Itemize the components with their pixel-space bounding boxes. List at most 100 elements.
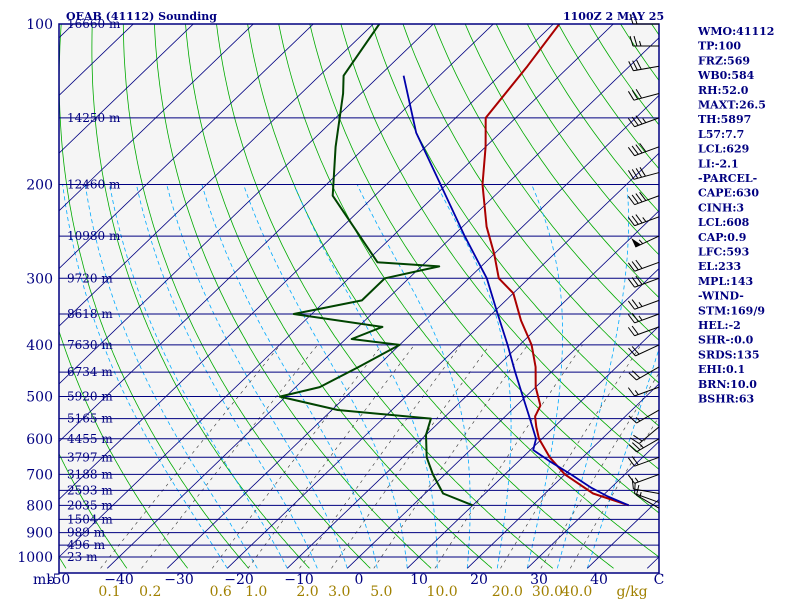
isotherm — [59, 24, 374, 327]
moist-adiabat — [556, 184, 629, 569]
stat-entry: L57:7.7 — [698, 128, 744, 141]
pressure-tick-label: 400 — [26, 338, 53, 354]
wind-barb — [628, 366, 660, 381]
isotherm — [166, 94, 659, 569]
isotherm — [466, 383, 659, 569]
dry-adiabat — [59, 452, 128, 569]
parcel-profile — [402, 75, 630, 507]
wind-barb — [627, 299, 660, 310]
isotherm — [106, 37, 659, 569]
isotherm — [59, 24, 314, 270]
wind-barb — [627, 115, 660, 128]
height-label: 2593 m — [67, 483, 113, 497]
isotherm — [59, 24, 494, 443]
temperature-unit-label: C — [654, 572, 665, 588]
mixing-ratio-tick-label: 0.2 — [139, 584, 161, 600]
pressure-tick-label: 900 — [26, 526, 53, 542]
temperature-tick-label: -50 — [48, 572, 71, 588]
wind-barb — [628, 409, 660, 424]
temperature-tick-label: 20 — [470, 572, 488, 588]
height-label: 989 m — [67, 526, 106, 540]
wind-barb — [628, 344, 660, 357]
moist-adiabat — [293, 184, 438, 569]
mixing-ratio-line — [500, 344, 642, 569]
mixing-ratio-tick-label: 40.0 — [561, 584, 592, 600]
chart-title: OEAB (41112) Sounding — [66, 10, 217, 23]
moist-adiabat — [62, 184, 228, 569]
stat-entry: CAPE:630 — [698, 187, 759, 200]
pressure-tick-label: 700 — [26, 467, 53, 483]
height-label: 5920 m — [67, 390, 113, 404]
dry-adiabat — [59, 329, 189, 569]
isotherm — [59, 24, 434, 385]
stat-entry: HEL:-2 — [698, 319, 741, 332]
wind-barb — [630, 426, 660, 445]
isotherm — [59, 24, 134, 97]
height-label: 14250 m — [67, 111, 121, 125]
mixing-ratio-line — [570, 415, 659, 569]
chart-valid-time: 1100Z 2 MAY 25 — [563, 10, 664, 23]
height-label: 7630 m — [67, 338, 113, 352]
mixing-ratio-tick-label: 10.0 — [427, 584, 458, 600]
wind-barb — [627, 312, 660, 324]
temperature-tick-label: 40 — [590, 572, 608, 588]
mixing-ratio-line — [373, 344, 528, 569]
wind-barb — [627, 386, 660, 397]
height-label: 5165 m — [67, 412, 113, 426]
pressure-tick-label: 600 — [26, 432, 53, 448]
height-label: 3188 m — [67, 467, 113, 481]
wind-barb — [627, 325, 660, 337]
mixing-ratio-tick-label: 5.0 — [370, 584, 392, 600]
isotherm — [59, 24, 554, 500]
moist-adiabat — [84, 184, 258, 569]
stat-entry: EL:233 — [698, 260, 741, 273]
moist-adiabat — [201, 184, 378, 569]
temperature-tick-label: −40 — [104, 572, 134, 588]
wind-barb — [627, 167, 660, 180]
moist-adiabat — [526, 184, 563, 569]
isotherm — [406, 325, 659, 569]
mixing-ratio-tick-label: 0.6 — [210, 584, 232, 600]
height-label: 8618 m — [67, 307, 113, 321]
height-label: 9720 m — [67, 271, 113, 285]
stat-entry: LCL:608 — [698, 216, 750, 229]
wind-barb — [629, 13, 659, 25]
height-label: 496 m — [67, 538, 106, 552]
stat-entry: BRN:10.0 — [698, 378, 757, 391]
plot-background — [59, 24, 659, 573]
wind-barb — [627, 88, 660, 101]
stat-entry: SHR-:0.0 — [698, 334, 754, 347]
wind-barb — [631, 235, 660, 248]
stat-entry: BSHR:63 — [698, 393, 754, 406]
stat-entry: LFC:593 — [698, 246, 749, 259]
wind-barb — [627, 473, 660, 484]
stat-entry: LI:-2.1 — [698, 157, 739, 170]
moist-adiabat — [166, 184, 348, 569]
stat-entry: STM:169/9 — [698, 304, 765, 317]
stat-entry: RH:52.0 — [698, 84, 749, 97]
temperature-tick-label: −20 — [224, 572, 254, 588]
temperature-tick-label: 30 — [530, 572, 548, 588]
temperature-profile — [481, 24, 630, 507]
mixing-ratio-tick-label: 1.0 — [245, 584, 267, 600]
mixing-ratio-line — [299, 344, 462, 569]
wind-barb — [627, 214, 660, 227]
stat-entry: -PARCEL- — [698, 172, 757, 185]
height-label: 6734 m — [67, 365, 113, 379]
height-label: 12460 m — [67, 177, 121, 191]
wind-barb — [627, 259, 660, 272]
stat-entry: TH:5897 — [698, 113, 751, 126]
temperature-tick-label: 0 — [355, 572, 364, 588]
stat-entry: FRZ:569 — [698, 54, 750, 67]
moist-adiabat — [356, 184, 471, 569]
stat-entry: CAP:0.9 — [698, 231, 746, 244]
mixing-ratio-unit-label: g/kg — [616, 584, 647, 600]
wind-barb — [628, 438, 660, 453]
pressure-tick-label: 1000 — [17, 550, 53, 566]
mixing-ratio-line — [247, 344, 415, 569]
isotherm — [59, 24, 194, 154]
moist-adiabat — [436, 184, 512, 569]
stat-entry: EHI:0.1 — [698, 363, 745, 376]
